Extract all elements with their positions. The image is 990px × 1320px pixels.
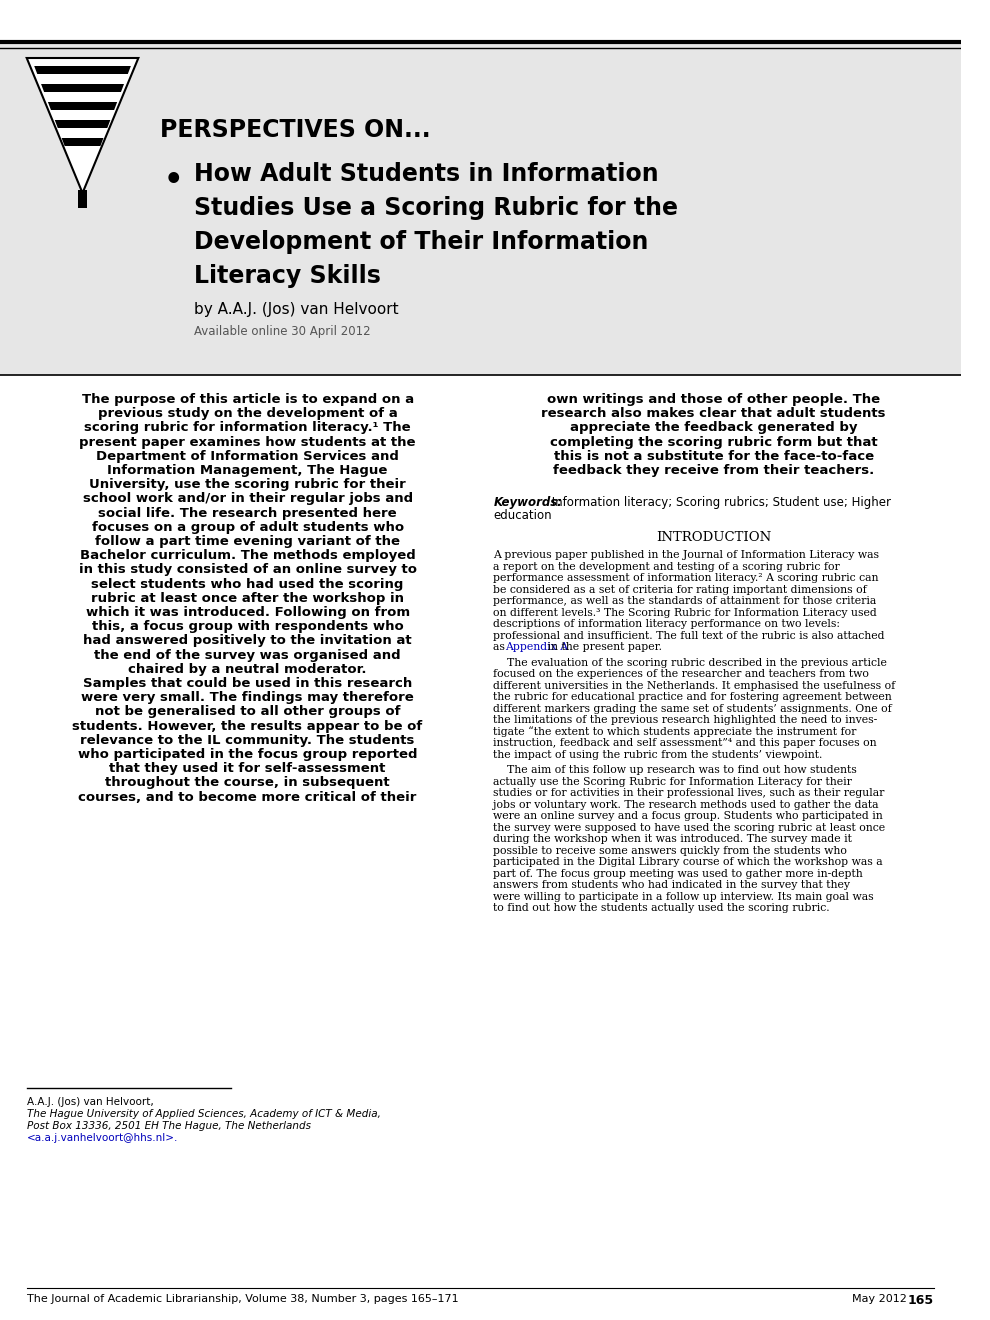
Polygon shape (54, 120, 110, 128)
Text: rubric at least once after the workshop in: rubric at least once after the workshop … (91, 591, 404, 605)
Text: The evaluation of the scoring rubric described in the previous article: The evaluation of the scoring rubric des… (493, 657, 887, 668)
Text: different universities in the Netherlands. It emphasised the usefulness of: different universities in the Netherland… (493, 681, 896, 690)
Text: Literacy Skills: Literacy Skills (194, 264, 381, 288)
Text: the impact of using the rubric from the students’ viewpoint.: the impact of using the rubric from the … (493, 750, 823, 760)
Text: that they used it for self-assessment: that they used it for self-assessment (110, 762, 386, 775)
Text: performance, as well as the standards of attainment for those criteria: performance, as well as the standards of… (493, 597, 876, 606)
Text: research also makes clear that adult students: research also makes clear that adult stu… (542, 407, 886, 420)
Text: Bachelor curriculum. The methods employed: Bachelor curriculum. The methods employe… (80, 549, 416, 562)
Text: courses, and to become more critical of their: courses, and to become more critical of … (78, 791, 417, 804)
Text: education: education (493, 510, 551, 523)
Text: INTRODUCTION: INTRODUCTION (656, 531, 771, 544)
Text: The aim of this follow up research was to find out how students: The aim of this follow up research was t… (493, 766, 857, 775)
Text: jobs or voluntary work. The research methods used to gather the data: jobs or voluntary work. The research met… (493, 800, 879, 809)
Text: •: • (163, 166, 182, 195)
Text: school work and/or in their regular jobs and: school work and/or in their regular jobs… (82, 492, 413, 506)
Text: Development of Their Information: Development of Their Information (194, 230, 648, 253)
Text: different markers grading the same set of students’ assignments. One of: different markers grading the same set o… (493, 704, 892, 714)
Text: previous study on the development of a: previous study on the development of a (98, 407, 397, 420)
Text: focuses on a group of adult students who: focuses on a group of adult students who (91, 521, 404, 533)
Text: May 2012: May 2012 (852, 1294, 907, 1304)
Text: completing the scoring rubric form but that: completing the scoring rubric form but t… (549, 436, 877, 449)
Text: Department of Information Services and: Department of Information Services and (96, 450, 399, 463)
Text: <a.a.j.vanhelvoort@hhs.nl>.: <a.a.j.vanhelvoort@hhs.nl>. (27, 1133, 178, 1143)
Text: participated in the Digital Library course of which the workshop was a: participated in the Digital Library cour… (493, 857, 883, 867)
FancyBboxPatch shape (77, 190, 87, 209)
Text: Studies Use a Scoring Rubric for the: Studies Use a Scoring Rubric for the (194, 195, 678, 220)
Text: in this study consisted of an online survey to: in this study consisted of an online sur… (78, 564, 417, 577)
Text: focused on the experiences of the researcher and teachers from two: focused on the experiences of the resear… (493, 669, 869, 680)
Text: The purpose of this article is to expand on a: The purpose of this article is to expand… (81, 393, 414, 407)
Text: How Adult Students in Information: How Adult Students in Information (194, 162, 658, 186)
Text: the rubric for educational practice and for fostering agreement between: the rubric for educational practice and … (493, 692, 892, 702)
Polygon shape (48, 102, 117, 110)
Text: Samples that could be used in this research: Samples that could be used in this resea… (83, 677, 412, 690)
Text: A.A.J. (Jos) van Helvoort,: A.A.J. (Jos) van Helvoort, (27, 1097, 153, 1107)
Text: throughout the course, in subsequent: throughout the course, in subsequent (105, 776, 390, 789)
Text: a report on the development and testing of a scoring rubric for: a report on the development and testing … (493, 562, 841, 572)
Text: present paper examines how students at the: present paper examines how students at t… (79, 436, 416, 449)
Text: Available online 30 April 2012: Available online 30 April 2012 (194, 325, 371, 338)
Text: in the present paper.: in the present paper. (544, 643, 662, 652)
Text: University, use the scoring rubric for their: University, use the scoring rubric for t… (89, 478, 406, 491)
Text: the survey were supposed to have used the scoring rubric at least once: the survey were supposed to have used th… (493, 822, 885, 833)
Polygon shape (35, 66, 131, 74)
Text: 165: 165 (908, 1294, 935, 1307)
Text: scoring rubric for information literacy.¹ The: scoring rubric for information literacy.… (84, 421, 411, 434)
Text: answers from students who had indicated in the survey that they: answers from students who had indicated … (493, 880, 850, 890)
Text: descriptions of information literacy performance on two levels:: descriptions of information literacy per… (493, 619, 841, 630)
Text: PERSPECTIVES ON...: PERSPECTIVES ON... (160, 117, 431, 143)
Text: social life. The research presented here: social life. The research presented here (98, 507, 397, 520)
Text: A previous paper published in the Journal of Information Literacy was: A previous paper published in the Journa… (493, 550, 879, 560)
Text: by A.A.J. (Jos) van Helvoort: by A.A.J. (Jos) van Helvoort (194, 302, 399, 317)
Text: to find out how the students actually used the scoring rubric.: to find out how the students actually us… (493, 903, 830, 913)
Text: were willing to participate in a follow up interview. Its main goal was: were willing to participate in a follow … (493, 892, 874, 902)
Text: performance assessment of information literacy.² A scoring rubric can: performance assessment of information li… (493, 573, 879, 583)
Text: select students who had used the scoring: select students who had used the scoring (91, 578, 404, 590)
Text: The Journal of Academic Librarianship, Volume 38, Number 3, pages 165–171: The Journal of Academic Librarianship, V… (27, 1294, 458, 1304)
Text: Keywords:: Keywords: (493, 496, 562, 510)
Text: the limitations of the previous research highlighted the need to inves-: the limitations of the previous research… (493, 715, 877, 725)
Text: were very small. The findings may therefore: were very small. The findings may theref… (81, 692, 414, 704)
Text: were an online survey and a focus group. Students who participated in: were an online survey and a focus group.… (493, 812, 883, 821)
Text: this is not a substitute for the face-to-face: this is not a substitute for the face-to… (553, 450, 874, 463)
Text: during the workshop when it was introduced. The survey made it: during the workshop when it was introduc… (493, 834, 852, 845)
Text: had answered positively to the invitation at: had answered positively to the invitatio… (83, 635, 412, 647)
Polygon shape (61, 139, 104, 147)
Text: relevance to the IL community. The students: relevance to the IL community. The stude… (80, 734, 415, 747)
Text: the end of the survey was organised and: the end of the survey was organised and (94, 648, 401, 661)
Text: who participated in the focus group reported: who participated in the focus group repo… (78, 748, 418, 762)
Text: Information literacy; Scoring rubrics; Student use; Higher: Information literacy; Scoring rubrics; S… (547, 496, 891, 510)
Text: Post Box 13336, 2501 EH The Hague, The Netherlands: Post Box 13336, 2501 EH The Hague, The N… (27, 1121, 311, 1131)
Text: professional and insufficient. The full text of the rubric is also attached: professional and insufficient. The full … (493, 631, 885, 640)
Text: students. However, the results appear to be of: students. However, the results appear to… (72, 719, 423, 733)
Text: chaired by a neutral moderator.: chaired by a neutral moderator. (129, 663, 367, 676)
Text: as: as (493, 643, 509, 652)
FancyBboxPatch shape (0, 42, 961, 375)
Text: Appendix A: Appendix A (505, 643, 568, 652)
Text: on different levels.³ The Scoring Rubric for Information Literacy used: on different levels.³ The Scoring Rubric… (493, 607, 877, 618)
Text: own writings and those of other people. The: own writings and those of other people. … (547, 393, 880, 407)
Text: this, a focus group with respondents who: this, a focus group with respondents who (92, 620, 404, 634)
Text: be considered as a set of criteria for rating important dimensions of: be considered as a set of criteria for r… (493, 585, 867, 595)
Text: Information Management, The Hague: Information Management, The Hague (108, 465, 388, 477)
Text: feedback they receive from their teachers.: feedback they receive from their teacher… (553, 465, 874, 477)
Text: appreciate the feedback generated by: appreciate the feedback generated by (570, 421, 857, 434)
Text: possible to receive some answers quickly from the students who: possible to receive some answers quickly… (493, 846, 847, 855)
Text: actually use the Scoring Rubric for Information Literacy for their: actually use the Scoring Rubric for Info… (493, 776, 852, 787)
Text: studies or for activities in their professional lives, such as their regular: studies or for activities in their profe… (493, 788, 885, 799)
Text: not be generalised to all other groups of: not be generalised to all other groups o… (95, 705, 400, 718)
Text: tigate “the extent to which students appreciate the instrument for: tigate “the extent to which students app… (493, 727, 856, 738)
Polygon shape (27, 58, 139, 193)
Text: part of. The focus group meeting was used to gather more in-depth: part of. The focus group meeting was use… (493, 869, 863, 879)
Text: The Hague University of Applied Sciences, Academy of ICT & Media,: The Hague University of Applied Sciences… (27, 1109, 381, 1119)
Text: which it was introduced. Following on from: which it was introduced. Following on fr… (85, 606, 410, 619)
Text: instruction, feedback and self assessment”⁴ and this paper focuses on: instruction, feedback and self assessmen… (493, 738, 877, 748)
Polygon shape (41, 84, 124, 92)
Text: follow a part time evening variant of the: follow a part time evening variant of th… (95, 535, 400, 548)
